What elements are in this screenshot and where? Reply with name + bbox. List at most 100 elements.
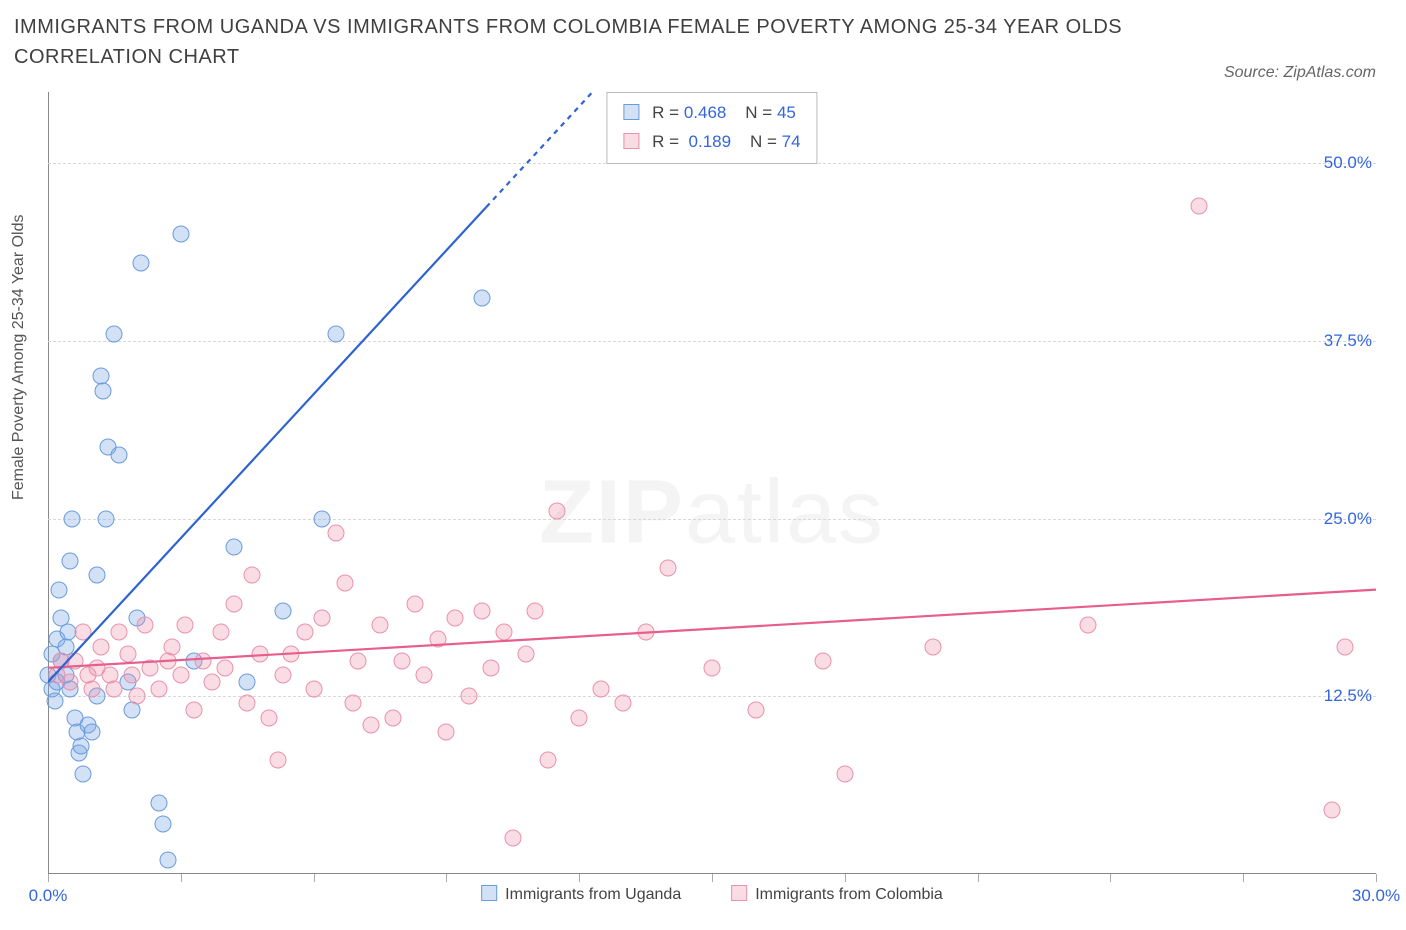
scatter-point-colombia — [225, 595, 242, 612]
scatter-point-colombia — [349, 652, 366, 669]
scatter-point-colombia — [128, 688, 145, 705]
scatter-point-uganda — [95, 382, 112, 399]
scatter-point-colombia — [283, 645, 300, 662]
watermark-text: ZIPatlas — [539, 462, 885, 565]
scatter-point-colombia — [407, 595, 424, 612]
x-tick — [579, 874, 580, 882]
square-icon — [623, 104, 639, 120]
square-icon — [623, 133, 639, 149]
scatter-point-colombia — [615, 695, 632, 712]
scatter-point-colombia — [748, 702, 765, 719]
scatter-point-colombia — [385, 709, 402, 726]
scatter-point-colombia — [447, 610, 464, 627]
x-tick — [48, 874, 49, 882]
y-tick-label: 12.5% — [1324, 686, 1372, 706]
scatter-point-colombia — [460, 688, 477, 705]
gridline — [48, 519, 1376, 520]
x-tick — [978, 874, 979, 882]
scatter-point-uganda — [314, 510, 331, 527]
y-tick-label: 25.0% — [1324, 509, 1372, 529]
x-tick — [446, 874, 447, 882]
scatter-point-colombia — [261, 709, 278, 726]
y-tick-label: 50.0% — [1324, 153, 1372, 173]
scatter-point-colombia — [482, 659, 499, 676]
scatter-plot-area: ZIPatlas R = 0.468 N = 45 R = 0.189 N = … — [48, 92, 1376, 902]
scatter-point-colombia — [336, 574, 353, 591]
scatter-point-colombia — [203, 674, 220, 691]
x-tick-label: 30.0% — [1352, 886, 1400, 906]
scatter-point-colombia — [305, 681, 322, 698]
scatter-point-colombia — [314, 610, 331, 627]
scatter-point-colombia — [1190, 197, 1207, 214]
scatter-point-colombia — [124, 666, 141, 683]
scatter-point-uganda — [59, 624, 76, 641]
scatter-point-colombia — [84, 681, 101, 698]
scatter-point-colombia — [212, 624, 229, 641]
scatter-point-uganda — [327, 325, 344, 342]
scatter-point-uganda — [132, 254, 149, 271]
stats-row-colombia: R = 0.189 N = 74 — [623, 128, 800, 157]
x-tick — [1376, 874, 1377, 882]
legend-item-uganda: Immigrants from Uganda — [481, 885, 681, 904]
x-tick — [1243, 874, 1244, 882]
scatter-point-colombia — [345, 695, 362, 712]
x-tick — [845, 874, 846, 882]
scatter-point-colombia — [571, 709, 588, 726]
scatter-point-colombia — [429, 631, 446, 648]
scatter-point-uganda — [225, 538, 242, 555]
x-tick — [1110, 874, 1111, 882]
scatter-point-colombia — [925, 638, 942, 655]
scatter-point-uganda — [473, 290, 490, 307]
scatter-point-uganda — [159, 851, 176, 868]
scatter-point-colombia — [526, 602, 543, 619]
scatter-point-uganda — [73, 738, 90, 755]
scatter-point-uganda — [106, 325, 123, 342]
y-axis-label: Female Poverty Among 25-34 Year Olds — [10, 215, 28, 501]
x-tick — [712, 874, 713, 882]
scatter-point-colombia — [327, 524, 344, 541]
scatter-point-uganda — [110, 446, 127, 463]
scatter-point-uganda — [88, 567, 105, 584]
scatter-point-colombia — [1323, 802, 1340, 819]
x-tick — [314, 874, 315, 882]
scatter-point-uganda — [239, 674, 256, 691]
scatter-point-colombia — [106, 681, 123, 698]
scatter-point-uganda — [150, 794, 167, 811]
gridline — [48, 341, 1376, 342]
scatter-point-colombia — [217, 659, 234, 676]
scatter-point-colombia — [150, 681, 167, 698]
source-attribution: Source: ZipAtlas.com — [1224, 64, 1376, 82]
scatter-point-colombia — [637, 624, 654, 641]
scatter-point-colombia — [593, 681, 610, 698]
y-axis-line — [48, 92, 49, 874]
scatter-point-colombia — [1337, 638, 1354, 655]
scatter-point-colombia — [62, 674, 79, 691]
y-tick-label: 37.5% — [1324, 331, 1372, 351]
scatter-point-uganda — [51, 581, 68, 598]
scatter-point-colombia — [194, 652, 211, 669]
correlation-stats-box: R = 0.468 N = 45 R = 0.189 N = 74 — [606, 92, 817, 164]
scatter-point-colombia — [814, 652, 831, 669]
stats-row-uganda: R = 0.468 N = 45 — [623, 99, 800, 128]
scatter-point-uganda — [97, 510, 114, 527]
scatter-point-uganda — [172, 226, 189, 243]
scatter-point-colombia — [518, 645, 535, 662]
x-tick-label: 0.0% — [29, 886, 68, 906]
scatter-point-colombia — [186, 702, 203, 719]
square-icon — [731, 885, 747, 901]
scatter-point-colombia — [540, 752, 557, 769]
scatter-point-colombia — [163, 638, 180, 655]
x-tick — [181, 874, 182, 882]
scatter-point-colombia — [704, 659, 721, 676]
scatter-point-colombia — [141, 659, 158, 676]
scatter-point-colombia — [495, 624, 512, 641]
scatter-point-colombia — [270, 752, 287, 769]
scatter-point-colombia — [416, 666, 433, 683]
scatter-point-colombia — [473, 602, 490, 619]
scatter-point-colombia — [504, 830, 521, 847]
scatter-point-colombia — [93, 638, 110, 655]
scatter-point-uganda — [84, 723, 101, 740]
scatter-point-uganda — [75, 766, 92, 783]
scatter-point-uganda — [46, 692, 63, 709]
scatter-point-colombia — [549, 503, 566, 520]
